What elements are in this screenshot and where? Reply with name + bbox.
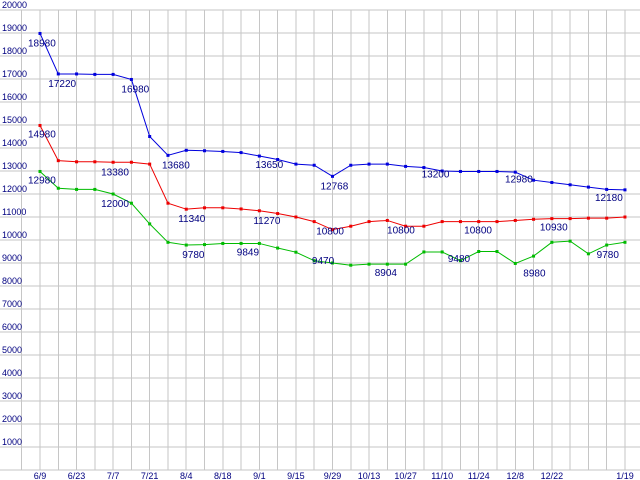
markers-series-green: [38, 169, 627, 267]
y-axis-tick-label: 10000: [2, 230, 27, 240]
y-axis-tick-label: 17000: [2, 69, 27, 79]
data-label: 9780: [597, 250, 620, 261]
y-axis-tick-label: 1000: [2, 437, 22, 447]
data-label: 17220: [48, 79, 76, 90]
data-label: 8980: [523, 268, 546, 279]
markers-series-blue: [38, 31, 627, 192]
data-label: 11270: [253, 216, 281, 227]
data-label: 12180: [595, 193, 623, 204]
markers-series-red: [38, 123, 627, 232]
x-axis-tick-label: 7/7: [107, 471, 120, 480]
y-axis-tick-label: 13000: [2, 161, 27, 171]
data-label: 9470: [312, 256, 335, 267]
data-label: 13680: [162, 160, 190, 171]
y-axis-tick-label: 16000: [2, 92, 27, 102]
data-label: 9849: [237, 247, 260, 258]
x-axis-tick-label: 1/19: [616, 471, 634, 480]
x-axis-tick-label: 11/24: [468, 471, 490, 480]
y-axis-tick-label: 7000: [2, 299, 22, 309]
data-label: 13200: [422, 169, 450, 180]
y-axis-tick-label: 20000: [2, 0, 27, 10]
y-axis-tick-label: 18000: [2, 46, 27, 56]
data-label: 12768: [320, 181, 348, 192]
data-label: 8904: [375, 268, 398, 279]
x-axis-tick-label: 9/1: [253, 471, 266, 480]
y-axis-tick-label: 4000: [2, 368, 22, 378]
y-axis-tick-label: 15000: [2, 115, 27, 125]
x-axis-tick-label: 9/15: [287, 471, 305, 480]
x-axis-tick-labels: 6/9 6/23 7/7 7/21 8/4 8/18 9/1 9/15 9/29 10/13 10/…: [34, 471, 634, 480]
x-axis-tick-label: 7/21: [141, 471, 159, 480]
y-axis-tick-label: 9000: [2, 253, 22, 263]
x-axis-tick-label: 6/9: [34, 471, 47, 480]
y-axis-tick-label: 14000: [2, 138, 27, 148]
gridlines: [0, 9, 640, 471]
y-axis-tick-label: 3000: [2, 391, 22, 401]
data-label: 16980: [121, 84, 149, 95]
x-axis-tick-label: 10/13: [358, 471, 381, 480]
x-axis-tick-label: 12/8: [507, 471, 525, 480]
data-label: 9780: [182, 250, 205, 261]
y-axis-tick-label: 8000: [2, 276, 22, 286]
y-axis-tick-label: 5000: [2, 345, 22, 355]
y-axis-tick-labels: 1000 2000 3000 4000 5000 6000 7000 8000 9000 1000…: [2, 0, 27, 447]
x-axis-tick-label: 8/4: [180, 471, 193, 480]
x-axis-tick-label: 8/18: [214, 471, 232, 480]
x-axis-tick-label: 10/27: [394, 471, 417, 480]
data-labels: 18980 17220 16980 13680 13650 12768 13200 12980…: [28, 38, 623, 279]
data-label: 9480: [448, 254, 471, 265]
data-label: 12980: [28, 175, 56, 186]
data-label: 13380: [101, 167, 129, 178]
x-axis-tick-label: 12/22: [541, 471, 564, 480]
y-axis-tick-label: 2000: [2, 414, 22, 424]
x-axis-tick-label: 11/10: [431, 471, 453, 480]
data-label: 12000: [101, 199, 129, 210]
data-label: 18980: [28, 38, 56, 49]
data-label: 10800: [316, 227, 344, 238]
data-label: 11340: [178, 214, 206, 225]
data-label: 10930: [540, 223, 568, 234]
y-axis-tick-label: 19000: [2, 23, 27, 33]
y-axis-tick-label: 6000: [2, 322, 22, 332]
data-label: 14980: [28, 129, 56, 140]
data-label: 10800: [464, 226, 492, 237]
y-axis-tick-label: 12000: [2, 184, 27, 194]
data-label: 10800: [387, 226, 415, 237]
data-label: 13650: [255, 160, 283, 171]
x-axis-tick-label: 6/23: [68, 471, 86, 480]
x-axis-tick-label: 9/29: [324, 471, 342, 480]
data-label: 12980: [505, 174, 533, 185]
y-axis-tick-label: 11000: [2, 207, 26, 217]
